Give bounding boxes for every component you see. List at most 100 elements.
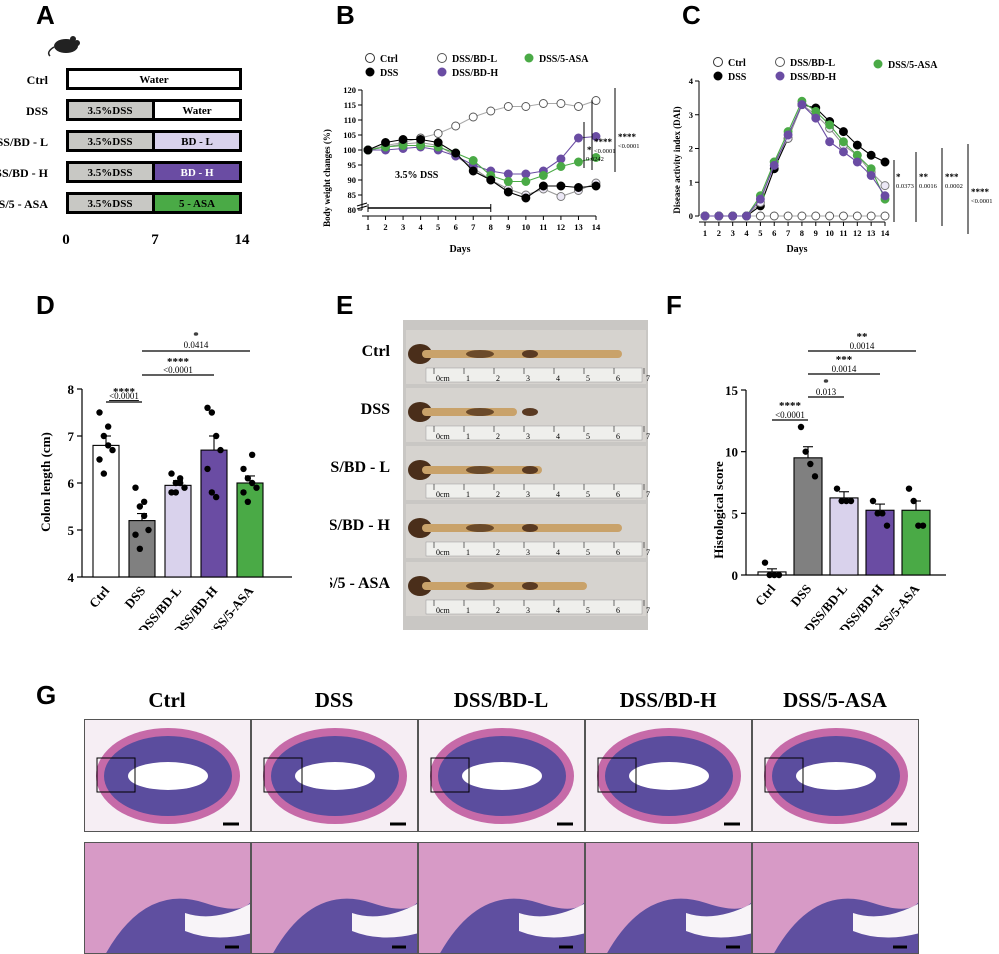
data-point — [176, 475, 184, 482]
stat-stars: * — [896, 172, 901, 182]
data-point — [416, 135, 426, 144]
stat-stars: * — [587, 145, 592, 155]
data-point — [96, 409, 103, 416]
ruler-label: 3 — [526, 374, 530, 383]
legend-bdh: DSS/BD-H — [452, 68, 498, 79]
histology-label-bdh: DSS/BD-H — [619, 688, 717, 712]
y-tick-label: 7 — [68, 429, 75, 444]
data-point — [910, 497, 917, 505]
x-tick-label: 3 — [731, 228, 735, 238]
x-tick-label: Ctrl — [752, 581, 779, 609]
stat-p: 0.0016 — [919, 183, 938, 190]
tick-14: 14 — [235, 232, 251, 248]
data-point — [852, 157, 862, 167]
data-point — [783, 211, 793, 221]
data-point — [556, 192, 566, 201]
data-point — [807, 460, 814, 468]
stat-p: <0.0001 — [109, 391, 139, 401]
data-point — [486, 106, 496, 116]
stat-p: 0.0414 — [184, 340, 209, 350]
panel-letter-a: A — [36, 0, 55, 30]
tick-0: 0 — [62, 232, 70, 248]
data-point — [208, 409, 216, 416]
data-point — [433, 129, 443, 138]
data-point — [869, 497, 877, 505]
y-tick-label: 5 — [68, 523, 75, 538]
histology-zoom-ctrl — [84, 842, 251, 954]
seg-label-treat: BD - H — [181, 167, 214, 179]
ruler-label: 7 — [646, 548, 650, 557]
x-tick-label: 11 — [539, 222, 547, 232]
series-dss — [363, 135, 601, 203]
series-asa — [700, 96, 890, 221]
panel-letter-d: D — [36, 290, 55, 320]
data-point — [538, 171, 548, 180]
row-label: DSS/BD - H — [0, 166, 49, 180]
data-point — [433, 138, 443, 147]
seg-label: Water — [139, 74, 168, 86]
legend-bdl-c: DSS/BD-L — [790, 58, 835, 69]
data-point — [181, 484, 188, 491]
data-point — [755, 211, 765, 221]
data-point — [136, 503, 144, 510]
schedule-row-ctrl: Ctrl Water — [27, 68, 242, 90]
ruler-label: 4 — [556, 606, 560, 615]
ruler-label: 7 — [646, 490, 650, 499]
x-tick-label: 4 — [744, 228, 749, 238]
panel-letter-f: F — [666, 290, 682, 320]
data-point — [797, 211, 807, 221]
y-axis-label: Body weight changes (%) — [322, 129, 332, 227]
data-point — [825, 120, 835, 130]
ruler-label: 3 — [526, 432, 530, 441]
ruler-label: 0cm — [436, 432, 451, 441]
histology-zoom-bdh — [585, 842, 752, 954]
stat-p: <0.0001 — [594, 148, 616, 155]
data-point — [363, 145, 373, 155]
photo-label: DSS/5 - ASA — [330, 575, 390, 592]
stat-p: <0.0001 — [971, 198, 993, 205]
ruler-label: 7 — [646, 432, 650, 441]
histology-label-dss: DSS — [314, 688, 354, 712]
x-tick-label: 12 — [557, 222, 566, 232]
x-axis-label: Days — [449, 244, 470, 255]
x-tick-label: 5 — [436, 222, 440, 232]
ruler-label: 1 — [466, 432, 470, 441]
ruler-label: 0cm — [436, 548, 451, 557]
data-point — [775, 571, 783, 579]
histology-overview-dss — [251, 719, 418, 832]
data-point — [132, 531, 139, 538]
y-tick-label: 120 — [343, 85, 356, 95]
data-point — [728, 211, 738, 221]
y-axis-label-d: Colon length (cm) — [38, 432, 53, 532]
y-tick-label: 5 — [732, 506, 739, 521]
bar-dss — [128, 484, 156, 578]
data-point — [769, 160, 779, 170]
y-tick-label: 0 — [689, 211, 693, 221]
data-point — [176, 479, 184, 487]
data-point — [766, 571, 773, 579]
x-axis-label-c: Days — [786, 244, 807, 255]
data-point — [769, 211, 779, 221]
data-point — [136, 545, 144, 552]
y-tick-label: 105 — [343, 130, 356, 140]
schedule-row-bdh: DSS/BD - H 3.5%DSS BD - H — [0, 161, 242, 183]
schedule-row-dss: DSS 3.5%DSS Water — [26, 99, 242, 121]
x-tick-label: 5 — [758, 228, 762, 238]
stat-p: <0.0001 — [618, 143, 640, 150]
ruler-label: 7 — [646, 374, 650, 383]
data-point — [847, 497, 855, 505]
data-point — [880, 181, 890, 191]
seg-label-treat: BD - L — [181, 136, 213, 148]
ruler-label: 6 — [616, 548, 620, 557]
data-point — [253, 484, 260, 491]
histology-label-asa: DSS/5-ASA — [783, 688, 887, 712]
panel-letter-c: C — [682, 0, 701, 30]
ruler-label: 0cm — [436, 606, 451, 615]
colon-photo-bdl: DSS/BD - L 0cm 1 2 3 4 5 6 7 — [310, 446, 650, 500]
bar-bdh — [865, 497, 895, 576]
data-point — [825, 137, 835, 147]
ruler-label: 4 — [556, 432, 560, 441]
legend-c: Ctrl DSS DSS/BD-L DSS/BD-H DSS/5-ASA — [713, 57, 938, 83]
data-point — [783, 130, 793, 140]
ruler-label: 1 — [466, 490, 470, 499]
